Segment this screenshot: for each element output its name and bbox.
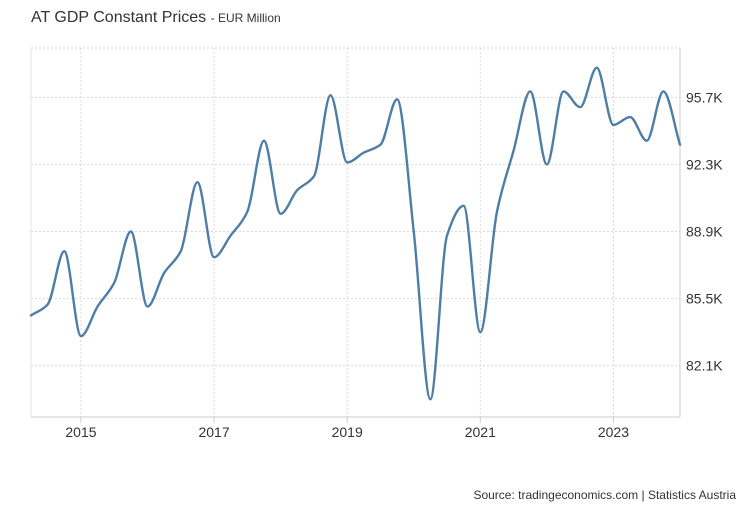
data-point[interactable] (128, 229, 134, 235)
data-point[interactable] (311, 173, 317, 179)
data-point[interactable] (561, 88, 567, 94)
chart-title-text: AT GDP Constant Prices (31, 9, 207, 26)
y-axis-ticks: 82.1K 85.5K 88.9K 92.3K 95.7K (686, 89, 723, 373)
data-point[interactable] (627, 114, 633, 120)
axes (30, 48, 681, 418)
data-point[interactable] (394, 96, 400, 102)
chart-subtitle: - EUR Million (210, 11, 281, 25)
y-tick-label: 88.9K (686, 224, 723, 240)
data-point[interactable] (461, 203, 467, 209)
data-point[interactable] (411, 229, 417, 235)
chart-source: Source: tradingeconomics.com | Statistic… (473, 488, 736, 502)
data-point[interactable] (544, 161, 550, 167)
x-tick-label: 2023 (598, 424, 629, 440)
data-point[interactable] (278, 211, 284, 217)
data-point[interactable] (610, 122, 616, 128)
data-point[interactable] (577, 104, 583, 110)
data-point[interactable] (644, 138, 650, 144)
data-point[interactable] (78, 333, 84, 339)
data-point[interactable] (344, 159, 350, 165)
data-point[interactable] (178, 248, 184, 254)
chart-title: AT GDP Constant Prices - EUR Million (31, 9, 281, 27)
data-point[interactable] (161, 270, 167, 276)
data-point[interactable] (294, 187, 300, 193)
y-tick-label: 92.3K (686, 156, 723, 172)
chart-subtitle-text: EUR Million (217, 11, 281, 25)
data-point[interactable] (211, 254, 217, 260)
data-point[interactable] (377, 142, 383, 148)
data-point[interactable] (594, 65, 600, 71)
data-point[interactable] (261, 138, 267, 144)
data-point[interactable] (194, 179, 200, 185)
x-tick-label: 2015 (65, 424, 96, 440)
x-axis-ticks: 2015 2017 2019 2021 2023 (65, 417, 629, 440)
data-point[interactable] (527, 88, 533, 94)
data-point[interactable] (361, 150, 367, 156)
y-tick-label: 85.5K (686, 291, 723, 307)
data-point[interactable] (660, 88, 666, 94)
data-point[interactable] (61, 248, 67, 254)
data-point[interactable] (95, 304, 101, 310)
data-point[interactable] (144, 304, 150, 310)
data-point[interactable] (244, 209, 250, 215)
data-point[interactable] (511, 148, 517, 154)
data-point[interactable] (427, 396, 433, 402)
data-point[interactable] (45, 302, 51, 308)
series-line-gdp (29, 66, 682, 401)
data-point[interactable] (494, 209, 500, 215)
y-tick-label: 82.1K (686, 358, 723, 374)
series-layer (28, 65, 683, 402)
y-tick-label: 95.7K (686, 89, 723, 105)
data-point[interactable] (111, 280, 117, 286)
x-tick-label: 2021 (465, 424, 496, 440)
data-point[interactable] (328, 92, 334, 98)
data-point[interactable] (228, 232, 234, 238)
data-point[interactable] (28, 312, 34, 318)
data-point[interactable] (477, 329, 483, 335)
x-tick-label: 2019 (332, 424, 363, 440)
data-point[interactable] (677, 142, 683, 148)
data-point[interactable] (444, 232, 450, 238)
x-tick-label: 2017 (198, 424, 229, 440)
